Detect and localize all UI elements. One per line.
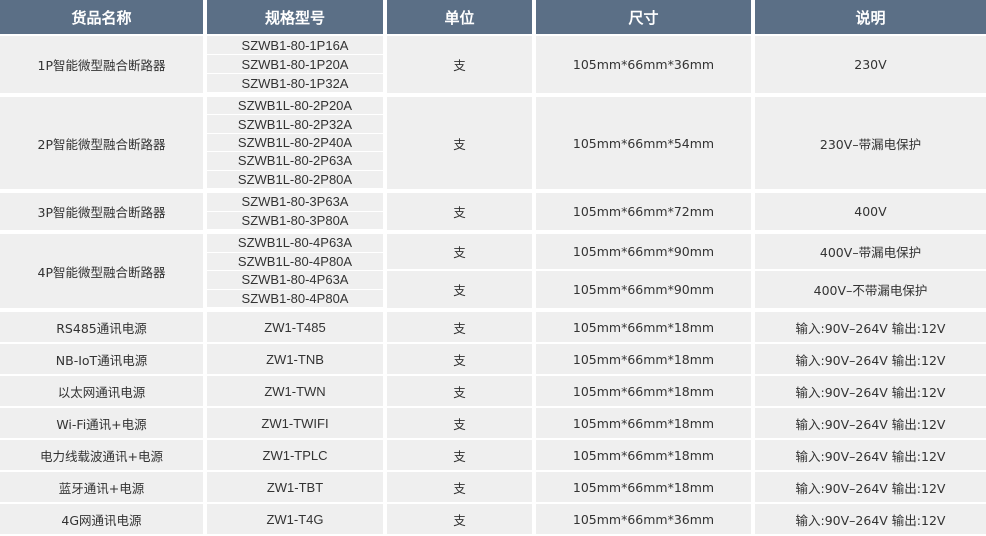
- spec-model: ZW1-TWIFI: [207, 408, 383, 438]
- spec-model: ZW1-TBT: [207, 472, 383, 502]
- product-name: 2P智能微型融合断路器: [0, 97, 203, 189]
- product-name: 以太网通讯电源: [0, 376, 203, 406]
- header-size: 尺寸: [536, 0, 751, 34]
- size: 105mm*66mm*90mm: [536, 271, 751, 308]
- spec-model: SZWB1-80-3P80A: [207, 211, 383, 229]
- unit: 支: [387, 408, 532, 438]
- size: 105mm*66mm*36mm: [536, 36, 751, 93]
- description: 230V: [755, 36, 986, 93]
- size: 105mm*66mm*18mm: [536, 408, 751, 438]
- unit: 支: [387, 97, 532, 189]
- size: 105mm*66mm*18mm: [536, 312, 751, 342]
- product-name: NB-IoT通讯电源: [0, 344, 203, 374]
- unit: 支: [387, 472, 532, 502]
- header-spec: 规格型号: [207, 0, 383, 34]
- description: 输入:90V–264V 输出:12V: [755, 504, 986, 534]
- size: 105mm*66mm*90mm: [536, 234, 751, 269]
- unit: 支: [387, 312, 532, 342]
- description: 输入:90V–264V 输出:12V: [755, 344, 986, 374]
- spec-model: SZWB1-80-4P63A: [207, 271, 383, 289]
- spec-model: SZWB1L-80-2P20A: [207, 97, 383, 115]
- product-name: RS485通讯电源: [0, 312, 203, 342]
- product-name: 4P智能微型融合断路器: [0, 234, 203, 308]
- spec-model: SZWB1L-80-4P80A: [207, 252, 383, 270]
- header-name: 货品名称: [0, 0, 203, 34]
- unit: 支: [387, 344, 532, 374]
- description: 输入:90V–264V 输出:12V: [755, 440, 986, 470]
- description: 400V–带漏电保护: [755, 234, 986, 269]
- product-name: Wi-Fi通讯+电源: [0, 408, 203, 438]
- product-name: 1P智能微型融合断路器: [0, 36, 203, 93]
- size: 105mm*66mm*18mm: [536, 376, 751, 406]
- size: 105mm*66mm*54mm: [536, 97, 751, 189]
- product-name: 3P智能微型融合断路器: [0, 193, 203, 230]
- spec-model: SZWB1-80-1P20A: [207, 55, 383, 73]
- spec-model: ZW1-TWN: [207, 376, 383, 406]
- spec-model: SZWB1L-80-2P63A: [207, 152, 383, 170]
- product-name: 蓝牙通讯+电源: [0, 472, 203, 502]
- spec-model: ZW1-TPLC: [207, 440, 383, 470]
- spec-model: SZWB1-80-3P63A: [207, 193, 383, 211]
- unit: 支: [387, 234, 532, 269]
- spec-model: ZW1-T485: [207, 312, 383, 342]
- size: 105mm*66mm*36mm: [536, 504, 751, 534]
- header-desc: 说明: [755, 0, 986, 34]
- spec-model: SZWB1-80-4P80A: [207, 289, 383, 307]
- unit: 支: [387, 504, 532, 534]
- spec-model: SZWB1-80-1P16A: [207, 36, 383, 54]
- spec-model: ZW1-T4G: [207, 504, 383, 534]
- spec-model: SZWB1-80-1P32A: [207, 74, 383, 92]
- spec-model: SZWB1L-80-2P80A: [207, 170, 383, 188]
- unit: 支: [387, 440, 532, 470]
- spec-model: SZWB1L-80-2P32A: [207, 115, 383, 133]
- size: 105mm*66mm*18mm: [536, 440, 751, 470]
- unit: 支: [387, 36, 532, 93]
- description: 400V–不带漏电保护: [755, 271, 986, 308]
- size: 105mm*66mm*18mm: [536, 344, 751, 374]
- unit: 支: [387, 193, 532, 230]
- description: 输入:90V–264V 输出:12V: [755, 376, 986, 406]
- header-unit: 单位: [387, 0, 532, 34]
- size: 105mm*66mm*18mm: [536, 472, 751, 502]
- product-name: 4G网通讯电源: [0, 504, 203, 534]
- description: 400V: [755, 193, 986, 230]
- description: 输入:90V–264V 输出:12V: [755, 472, 986, 502]
- spec-model: SZWB1L-80-2P40A: [207, 133, 383, 152]
- spec-model: SZWB1L-80-4P63A: [207, 234, 383, 252]
- unit: 支: [387, 376, 532, 406]
- description: 230V–带漏电保护: [755, 97, 986, 189]
- product-name: 电力线载波通讯+电源: [0, 440, 203, 470]
- spec-model: ZW1-TNB: [207, 344, 383, 374]
- description: 输入:90V–264V 输出:12V: [755, 408, 986, 438]
- size: 105mm*66mm*72mm: [536, 193, 751, 230]
- description: 输入:90V–264V 输出:12V: [755, 312, 986, 342]
- unit: 支: [387, 271, 532, 308]
